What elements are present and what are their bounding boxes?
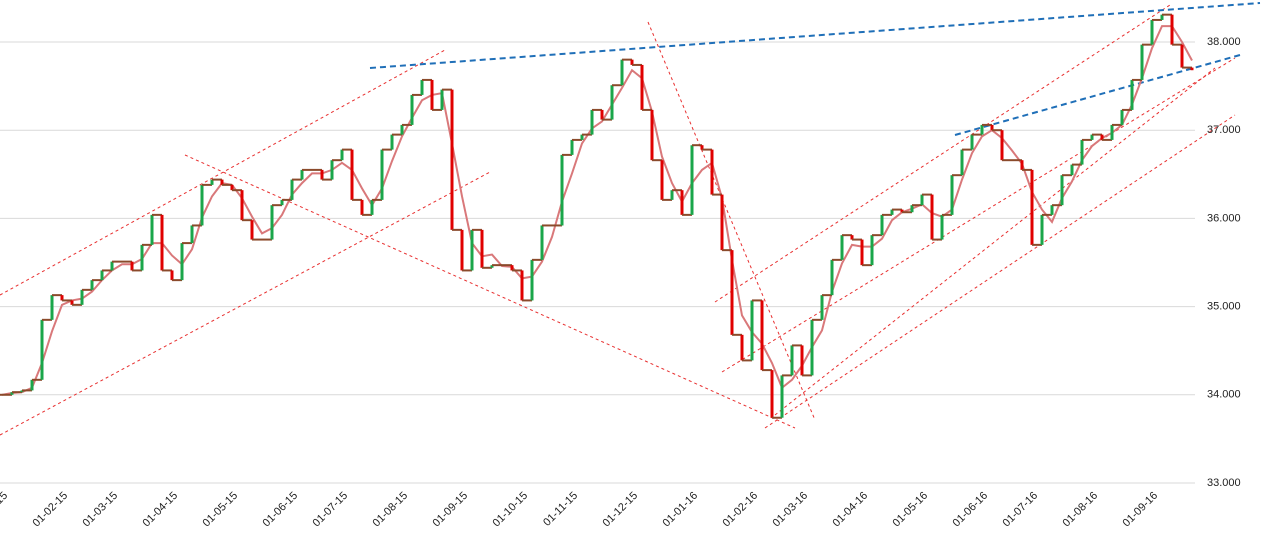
x-tick-label: 01-02-16 [721, 490, 761, 530]
x-tick-label: 01-06-15 [261, 490, 301, 530]
x-tick-label: 01-09-16 [1121, 490, 1161, 530]
y-tick-label: 34.000 [1207, 389, 1241, 401]
trend-line [0, 49, 446, 296]
x-tick-label: 01-08-16 [1061, 490, 1101, 530]
trend-lines [0, 2, 1261, 436]
x-tick-label: 01-07-16 [1001, 490, 1041, 530]
trend-line [714, 4, 1171, 303]
trend-line [0, 171, 491, 436]
series [0, 13, 1194, 419]
average-line [1, 25, 1193, 396]
y-tick-label: 38.000 [1207, 36, 1241, 48]
x-tick-label: 01-07-15 [311, 490, 351, 530]
grid [0, 41, 1195, 484]
x-tick-label: 01-05-16 [891, 490, 931, 530]
x-tick-label: 01-03-16 [771, 490, 811, 530]
trend-line [647, 21, 816, 421]
trend-line [764, 114, 1236, 429]
resistance-line [369, 2, 1261, 69]
trend-line [184, 154, 796, 429]
x-tick-label: 01-12-15 [601, 490, 641, 530]
y-tick-label: 33.000 [1207, 477, 1241, 489]
y-tick-label: 35.000 [1207, 301, 1241, 313]
x-tick-label: 01-03-15 [81, 490, 121, 530]
x-tick-label: 01-08-15 [371, 490, 411, 530]
x-tick-label: 01-06-16 [951, 490, 991, 530]
x-tick-label: 01-04-16 [831, 490, 871, 530]
x-tick-label: 01-01-15 [0, 490, 10, 530]
x-tick-label: 01-02-15 [31, 490, 71, 530]
y-tick-label: 36.000 [1207, 212, 1241, 224]
x-tick-label: 01-09-15 [431, 490, 471, 530]
trend-line [721, 57, 1236, 373]
resistance-line [954, 54, 1241, 136]
axis-labels: 33.000 34.000 35.000 36.000 37.000 38.000 01-0… [0, 36, 1241, 529]
x-tick-label: 01-10-15 [491, 490, 531, 530]
y-tick-label: 37.000 [1207, 124, 1241, 136]
x-tick-label: 01-05-15 [201, 490, 241, 530]
x-tick-label: 01-04-15 [141, 490, 181, 530]
x-tick-label: 01-01-16 [661, 490, 701, 530]
x-tick-label: 01-11-15 [541, 490, 580, 529]
